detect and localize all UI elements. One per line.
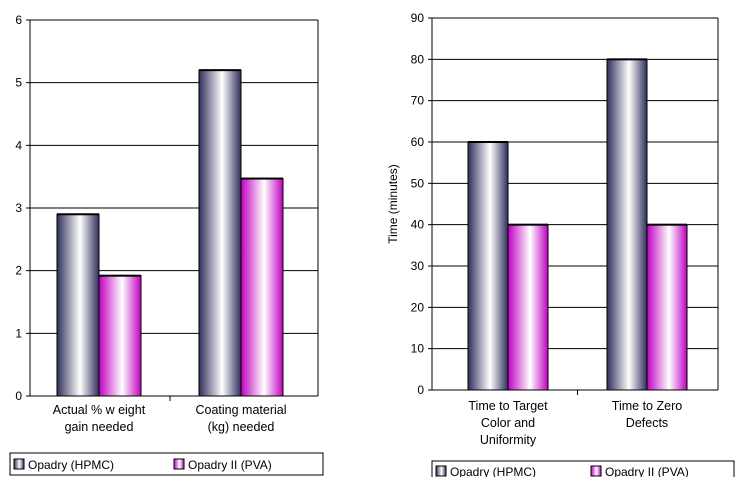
y-tick-label: 50 bbox=[411, 176, 425, 190]
bar bbox=[240, 178, 284, 397]
bar-top-edge bbox=[199, 69, 241, 72]
y-tick-label: 5 bbox=[15, 76, 22, 90]
x-category-label: (kg) needed bbox=[208, 420, 275, 434]
bar-top-edge bbox=[607, 58, 647, 61]
y-tick-label: 0 bbox=[15, 389, 22, 403]
bar-top-edge bbox=[468, 141, 508, 143]
bar bbox=[56, 213, 100, 397]
legend-label: Opadry (HPMC) bbox=[28, 458, 114, 472]
y-tick-label: 4 bbox=[15, 138, 22, 152]
y-tick-label: 0 bbox=[417, 383, 424, 397]
y-tick-label: 2 bbox=[15, 264, 22, 278]
legend-swatch bbox=[435, 465, 447, 477]
x-category-label: Defects bbox=[626, 416, 668, 430]
bar-top-edge bbox=[241, 177, 283, 180]
y-tick-label: 6 bbox=[15, 13, 22, 27]
bar bbox=[507, 224, 549, 391]
x-category-label: Coating material bbox=[195, 403, 286, 417]
bar bbox=[198, 69, 242, 397]
legend-box bbox=[9, 452, 324, 476]
x-category-label: Color and bbox=[481, 416, 535, 430]
bar-top-edge bbox=[99, 274, 141, 277]
x-category-label: Time to Target bbox=[468, 399, 548, 413]
bar-top-edge bbox=[647, 223, 687, 226]
bar bbox=[98, 275, 142, 397]
bar-top-edge bbox=[508, 223, 548, 226]
legend-box bbox=[431, 460, 735, 477]
y-tick-label: 20 bbox=[411, 300, 425, 314]
x-category-label: Time to Zero bbox=[612, 399, 682, 413]
legend-label: Opadry II (PVA) bbox=[188, 458, 272, 472]
y-tick-label: 10 bbox=[411, 342, 425, 356]
bar bbox=[646, 224, 688, 391]
x-category-label: gain needed bbox=[65, 420, 134, 434]
y-tick-label: 60 bbox=[411, 135, 425, 149]
legend-label: Opadry (HPMC) bbox=[450, 465, 536, 477]
y-tick-label: 80 bbox=[411, 52, 425, 66]
bar-top-edge bbox=[57, 213, 99, 216]
x-category-label: Actual % w eight bbox=[53, 403, 146, 417]
y-tick-label: 90 bbox=[411, 11, 425, 25]
legend-swatch bbox=[590, 465, 602, 477]
y-tick-label: 3 bbox=[15, 201, 22, 215]
y-tick-label: 1 bbox=[15, 326, 22, 340]
bar bbox=[467, 141, 509, 391]
y-tick-label: 70 bbox=[411, 94, 425, 108]
legend-swatch bbox=[13, 458, 25, 470]
y-tick-label: 30 bbox=[411, 259, 425, 273]
legend-swatch bbox=[173, 458, 185, 470]
bar bbox=[606, 58, 648, 391]
legend-label: Opadry II (PVA) bbox=[605, 465, 689, 477]
y-axis-label: Time (minutes) bbox=[386, 164, 400, 244]
x-category-label: Uniformity bbox=[480, 433, 537, 447]
y-tick-label: 40 bbox=[411, 218, 425, 232]
